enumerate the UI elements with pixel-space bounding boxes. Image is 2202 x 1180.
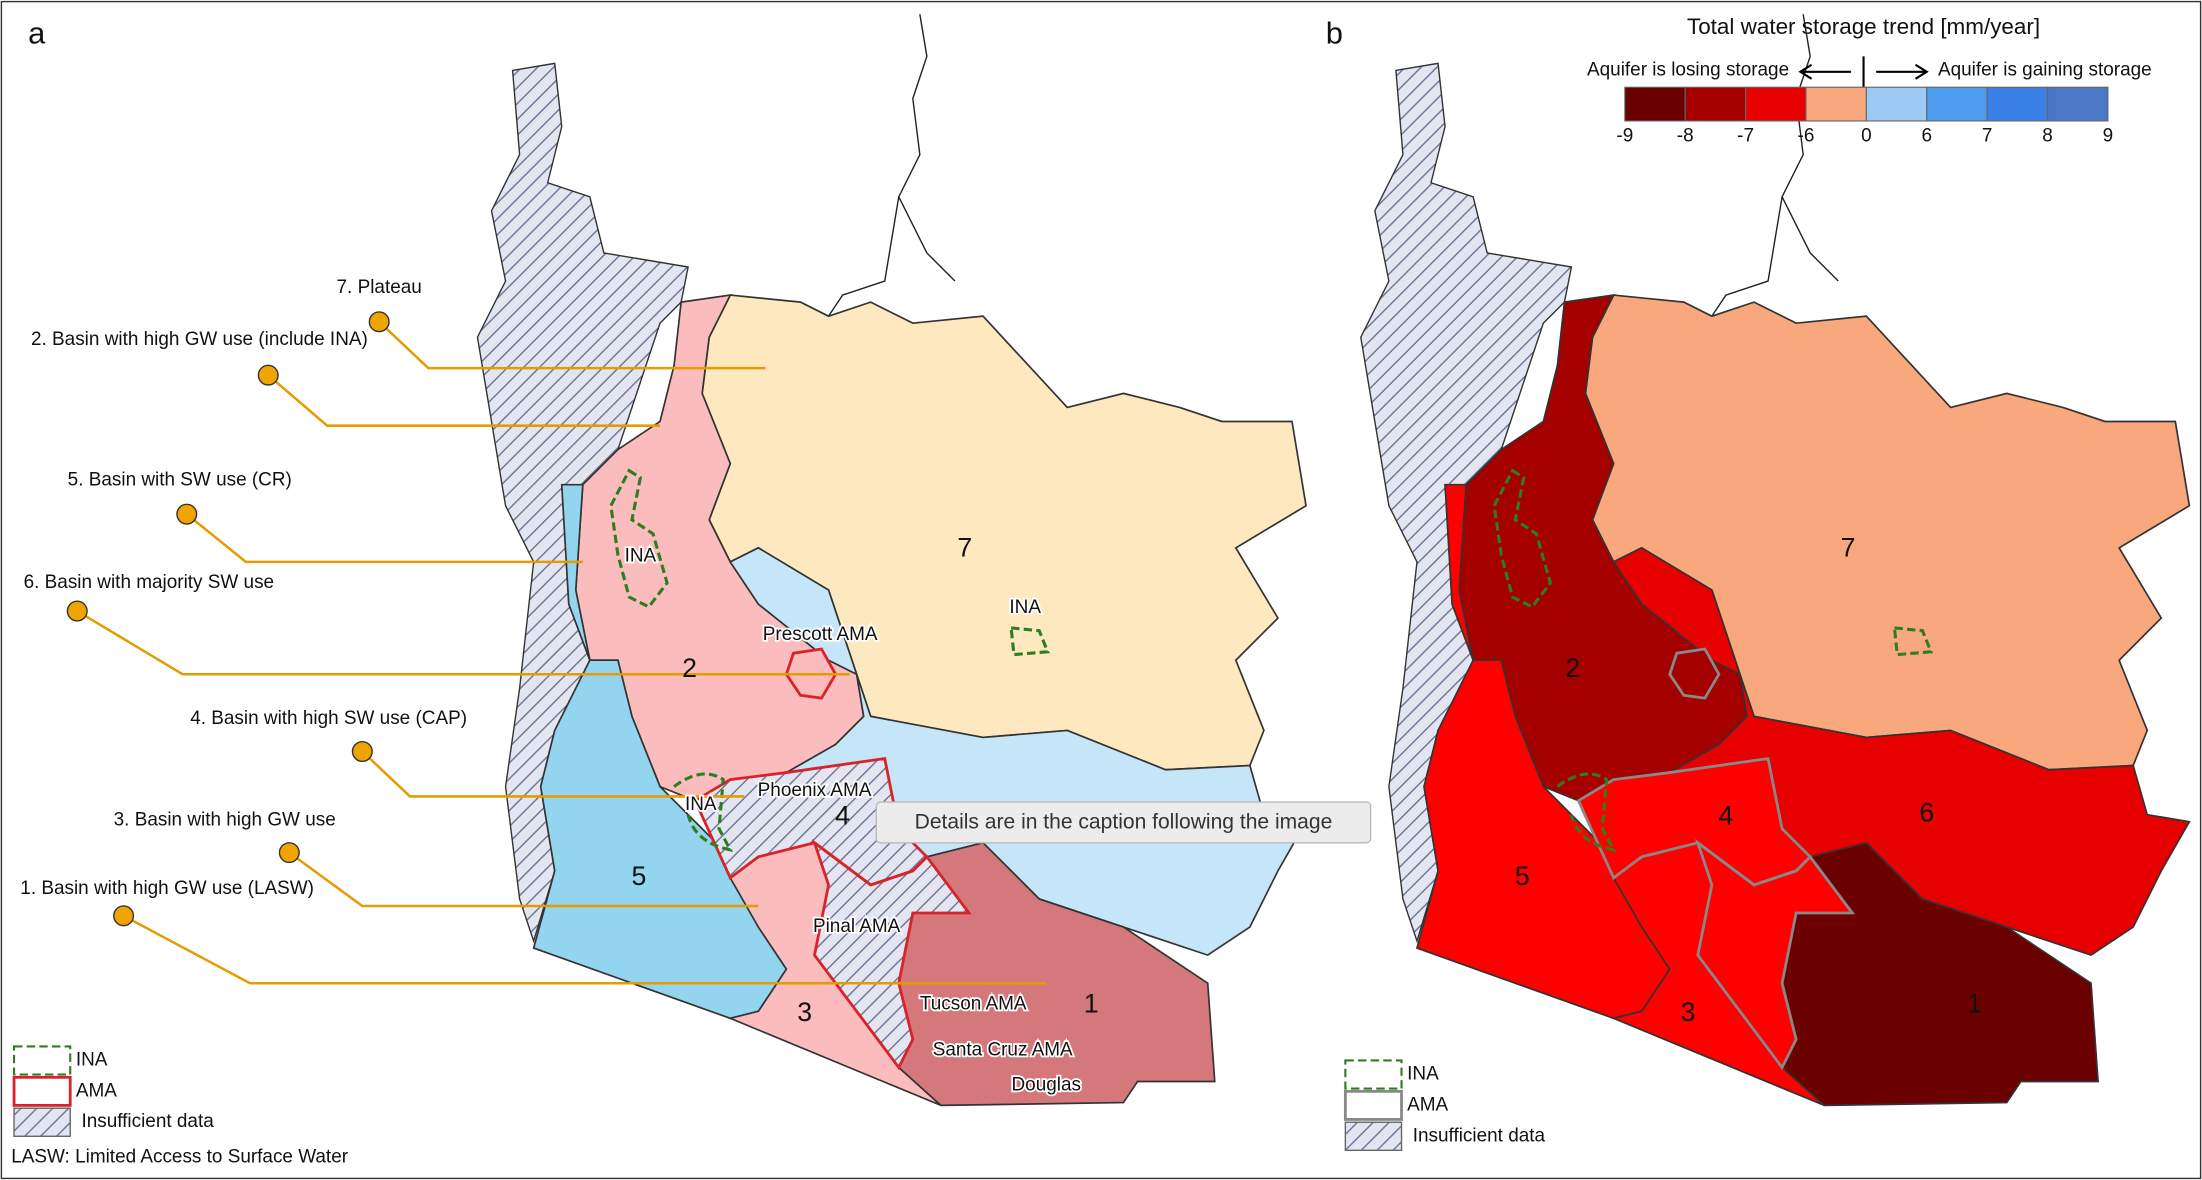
region-number: 2 — [1565, 653, 1580, 683]
map-label: Tucson AMA — [920, 993, 1027, 1014]
region-number: 5 — [1515, 861, 1530, 891]
map-label: Douglas — [1011, 1075, 1080, 1096]
map-label: Prescott AMA — [763, 624, 878, 645]
map-label: Santa Cruz AMA — [933, 1040, 1073, 1061]
legend-insufficient — [1344, 1121, 1403, 1152]
legend-label: Insufficient data — [81, 1111, 214, 1132]
region-number: 5 — [632, 861, 647, 891]
legend-ama — [12, 1075, 72, 1107]
colorbar-tick-label: -9 — [1616, 125, 1633, 146]
colorbar-tick-label: -8 — [1677, 125, 1694, 146]
colorbar-segment — [1805, 86, 1867, 122]
region-number: 2 — [682, 653, 697, 683]
callout-label: 7. Plateau — [337, 277, 422, 298]
callout-label: 5. Basin with SW use (CR) — [68, 469, 292, 490]
callout-line — [122, 914, 1047, 985]
callout-label: 2. Basin with high GW use (include INA) — [31, 329, 368, 350]
maps — [476, 13, 2191, 1107]
callout-label: 4. Basin with high SW use (CAP) — [190, 708, 467, 729]
map-label: Phoenix AMA — [758, 780, 872, 801]
callout-line — [378, 320, 766, 370]
map-label: INA — [625, 545, 657, 566]
callout-dot — [278, 842, 300, 864]
legend-label: INA — [1407, 1063, 1439, 1084]
legend-ina — [1344, 1059, 1403, 1090]
legend-label: INA — [76, 1049, 108, 1070]
tooltip-box — [875, 801, 1372, 844]
map-label: Pinal AMA — [813, 916, 901, 937]
colorbar-tick-label: 8 — [2042, 125, 2053, 146]
region-number: 1 — [1967, 989, 1982, 1019]
arrow — [1798, 63, 1929, 80]
legend-ama — [1343, 1089, 1403, 1121]
colorbar-tick-label: 9 — [2103, 125, 2114, 146]
labels: a b 7. Plateau 2. Basin with high GW use (i… — [11, 14, 2151, 1167]
colorbar-segment — [1684, 86, 1747, 122]
colorbar-segment — [1986, 86, 2049, 122]
map-a — [476, 13, 1307, 1107]
legend-note: LASW: Limited Access to Surface Water — [11, 1146, 348, 1167]
callout-label: 3. Basin with high GW use — [114, 809, 336, 830]
tooltip: Details are in the caption following the… — [915, 811, 1333, 834]
callout-dot — [368, 311, 390, 333]
colorbar-note: Aquifer is losing storage — [1587, 59, 1789, 80]
map-label: INA — [1009, 597, 1041, 618]
colorbar-title: Total water storage trend [mm/year] — [1687, 14, 2040, 39]
river — [827, 13, 956, 317]
callout-line — [361, 750, 745, 798]
legend-ina — [12, 1045, 72, 1076]
legend-insufficient — [13, 1107, 71, 1137]
colorbar-tick-label: 0 — [1861, 125, 1872, 146]
region-number: 1 — [1084, 989, 1099, 1019]
region-number: 6 — [1919, 798, 1934, 828]
colorbar-tick-label: -7 — [1737, 125, 1754, 146]
legend-label: Insufficient data — [1413, 1125, 1546, 1146]
colorbar-tick-label: 7 — [1982, 125, 1993, 146]
callout-label: 6. Basin with majority SW use — [24, 572, 274, 593]
panel-label: b — [1326, 15, 1343, 50]
callout-line — [185, 513, 583, 564]
region-number: 4 — [1719, 801, 1734, 831]
callout-dot — [257, 364, 279, 386]
legend-label: AMA — [1407, 1094, 1448, 1115]
callout-dot — [113, 905, 135, 927]
map-label: INA — [685, 794, 717, 815]
region-number: 7 — [1841, 532, 1856, 562]
callout-dot — [351, 740, 373, 763]
legend-label: AMA — [76, 1080, 117, 1101]
region-number: 4 — [835, 801, 850, 831]
callout-dot — [66, 600, 88, 622]
colorbar-segment — [1865, 86, 1928, 122]
region-number: 7 — [957, 532, 972, 562]
colorbar-tick-label: -6 — [1798, 125, 1815, 146]
callout-label: 1. Basin with high GW use (LASW) — [20, 878, 314, 899]
colorbar-segment — [1624, 86, 1686, 122]
region-number: 3 — [797, 997, 812, 1027]
callout-line — [288, 851, 759, 908]
region-number: 3 — [1681, 997, 1696, 1027]
callout-dot — [176, 503, 198, 525]
callout-line — [267, 374, 661, 427]
colorbar-note: Aquifer is gaining storage — [1938, 59, 2152, 80]
map-b — [1360, 13, 2191, 1107]
colorbar-tick-label: 6 — [1921, 125, 1932, 146]
panel-label: a — [28, 15, 46, 50]
colorbar-segment — [2046, 86, 2109, 122]
colorbar-segment — [1745, 86, 1807, 122]
callout-line — [76, 609, 850, 676]
colorbar-segment — [1926, 86, 1988, 122]
